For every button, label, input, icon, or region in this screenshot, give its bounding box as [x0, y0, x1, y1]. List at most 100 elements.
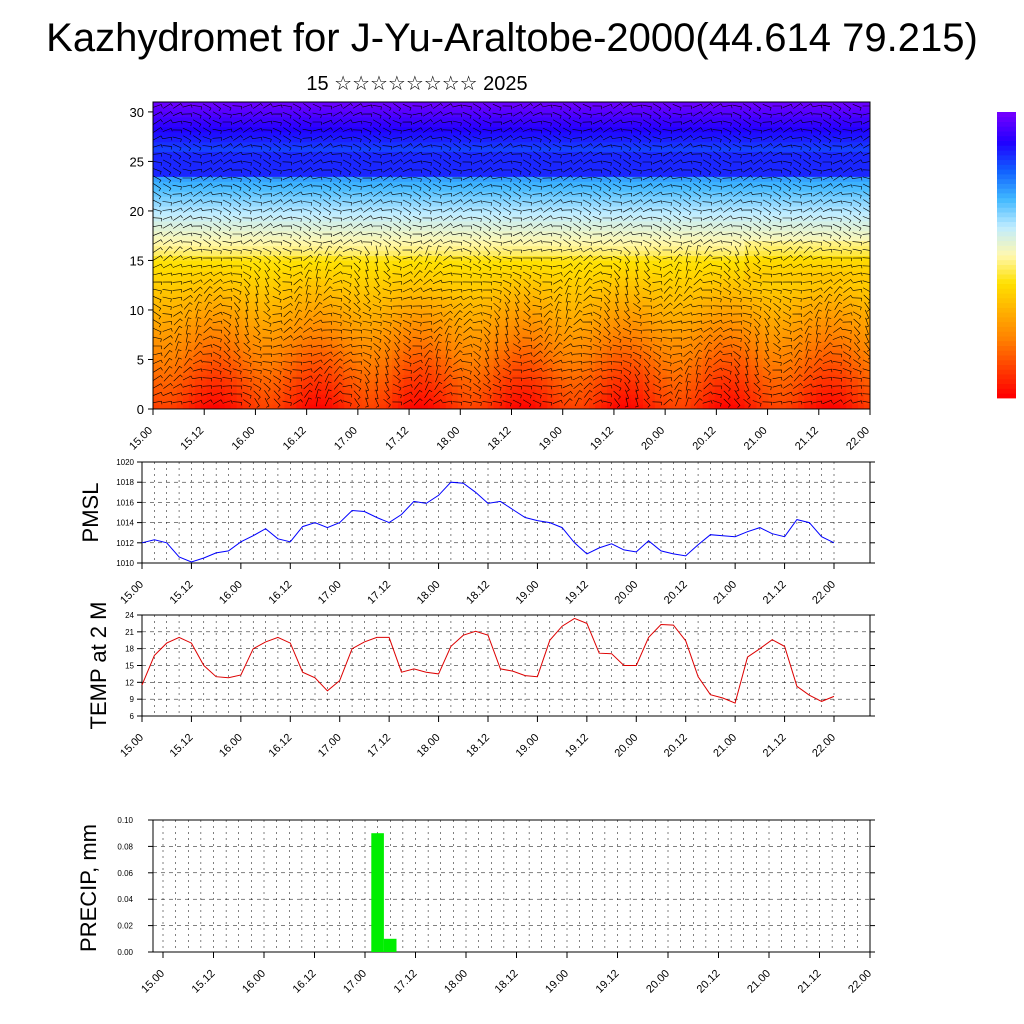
- colorbar-band: [997, 197, 1016, 203]
- colorbar: [997, 112, 1016, 399]
- colorbar-band: [997, 154, 1016, 161]
- pmsl-x-tick-label: 19.00: [514, 579, 542, 607]
- heatmap-field: [153, 102, 870, 409]
- colorbar-band: [997, 378, 1016, 385]
- temp-2m-y-tick-label: 12: [125, 678, 134, 687]
- colorbar-band: [997, 245, 1016, 251]
- temp-2m-x-tick-label: 21.12: [761, 732, 789, 760]
- heatmap-x-tick-label: 21.12: [793, 425, 821, 453]
- colorbar-band: [997, 140, 1016, 146]
- chart-title: Kazhydromet for J-Yu-Araltobe-2000(44.61…: [46, 16, 978, 60]
- pmsl-x-tick-label: 17.12: [365, 579, 393, 607]
- pmsl-y-tick-label: 1014: [116, 519, 134, 528]
- colorbar-band: [997, 135, 1016, 141]
- colorbar-band: [997, 336, 1016, 342]
- colorbar-band: [997, 302, 1016, 308]
- colorbar-band: [997, 364, 1016, 370]
- precip-x-tick-label: 20.00: [644, 968, 672, 996]
- temp-2m-x-tick-label: 18.12: [464, 732, 492, 760]
- colorbar-band: [997, 164, 1016, 170]
- colorbar-band: [997, 259, 1016, 265]
- precip-y-axis-label: PRECIP, mm: [76, 824, 101, 952]
- precip-x-tick-label: 16.00: [240, 968, 268, 996]
- pmsl-y-tick-label: 1012: [116, 539, 134, 548]
- heatmap-x-tick-label: 17.00: [332, 425, 360, 453]
- temp-2m-x-tick-label: 16.00: [217, 732, 245, 760]
- pmsl-y-axis-label: PMSL: [78, 483, 103, 543]
- pmsl-x-tick-label: 17.00: [316, 579, 344, 607]
- heatmap-x-tick-label: 18.12: [486, 425, 514, 453]
- precip-x-tick-label: 21.12: [796, 968, 824, 996]
- colorbar-band: [997, 202, 1016, 208]
- colorbar-band: [997, 145, 1016, 151]
- temp-2m-x-tick-label: 19.12: [563, 732, 591, 760]
- pmsl-x-tick-label: 21.00: [711, 579, 739, 607]
- colorbar-band: [997, 340, 1016, 346]
- colorbar-band: [997, 116, 1016, 122]
- pmsl-x-tick-label: 21.12: [761, 579, 789, 607]
- colorbar-band: [997, 359, 1016, 366]
- colorbar-band: [997, 316, 1016, 323]
- colorbar-band: [997, 188, 1016, 194]
- heatmap-y-tick-label: 25: [130, 154, 144, 169]
- heatmap-x-tick-label: 16.12: [281, 425, 309, 453]
- pmsl-x-tick-label: 20.00: [612, 579, 640, 607]
- colorbar-band: [997, 355, 1016, 361]
- colorbar-band: [997, 326, 1016, 332]
- pmsl-x-tick-label: 19.12: [563, 579, 591, 607]
- precip-y-tick-label: 0.04: [117, 895, 133, 904]
- temp-2m-y-tick-label: 18: [125, 645, 134, 654]
- colorbar-band: [997, 226, 1016, 232]
- colorbar-band: [997, 345, 1016, 351]
- pmsl-x-tick-label: 22.00: [810, 579, 838, 607]
- colorbar-band: [997, 216, 1016, 223]
- precip-x-tick-label: 19.00: [543, 968, 571, 996]
- heatmap-y-tick-label: 30: [130, 105, 144, 120]
- temp-2m-x-tick-label: 15.12: [168, 732, 196, 760]
- precip-y-tick-label: 0.02: [117, 922, 133, 931]
- colorbar-band: [997, 374, 1016, 380]
- heatmap-x-tick-label: 18.00: [434, 425, 462, 453]
- pmsl-x-tick-label: 16.00: [217, 579, 245, 607]
- pmsl-x-tick-label: 15.12: [168, 579, 196, 607]
- colorbar-band: [997, 169, 1016, 175]
- heatmap-x-tick-label: 19.00: [537, 425, 565, 453]
- wind-barbs: [153, 103, 870, 408]
- colorbar-band: [997, 150, 1016, 156]
- colorbar-band: [997, 321, 1016, 327]
- colorbar-band: [997, 393, 1016, 399]
- colorbar-band: [997, 388, 1016, 394]
- precip-frame: [152, 819, 871, 953]
- heatmap-x-tick-label: 17.12: [383, 425, 411, 453]
- colorbar-band: [997, 240, 1016, 246]
- pmsl-y-tick-label: 1010: [116, 559, 134, 568]
- pmsl-x-tick-label: 16.12: [266, 579, 294, 607]
- heatmap-x-tick-label: 16.00: [230, 425, 258, 453]
- temp-2m-x-tick-label: 21.00: [711, 732, 739, 760]
- colorbar-band: [997, 369, 1016, 375]
- pmsl-x-tick-label: 20.12: [662, 579, 690, 607]
- temp-2m-x-tick-label: 20.00: [612, 732, 640, 760]
- colorbar-band: [997, 288, 1016, 294]
- temp-2m-series-line: [141, 617, 835, 704]
- colorbar-band: [997, 350, 1016, 356]
- precip-bar: [371, 833, 384, 952]
- colorbar-band: [997, 121, 1016, 127]
- colorbar-band: [997, 193, 1016, 199]
- heatmap-y-tick-label: 0: [137, 402, 144, 417]
- precip-x-tick-label: 16.12: [291, 968, 319, 996]
- temp-2m-y-tick-label: 15: [125, 662, 134, 671]
- colorbar-band: [997, 293, 1016, 299]
- colorbar-band: [997, 250, 1016, 256]
- pmsl-x-tick-label: 18.12: [464, 579, 492, 607]
- temp-2m-y-tick-label: 9: [130, 695, 135, 704]
- colorbar-band: [997, 283, 1016, 289]
- heatmap-x-tick-label: 20.00: [639, 425, 667, 453]
- pmsl-y-tick-label: 1020: [116, 458, 134, 467]
- precip-x-tick-label: 15.00: [139, 968, 167, 996]
- precip-y-tick-label: 0.10: [117, 816, 133, 825]
- heatmap-x-tick-label: 15.12: [178, 425, 206, 453]
- colorbar-band: [997, 274, 1016, 280]
- colorbar-band: [997, 183, 1016, 189]
